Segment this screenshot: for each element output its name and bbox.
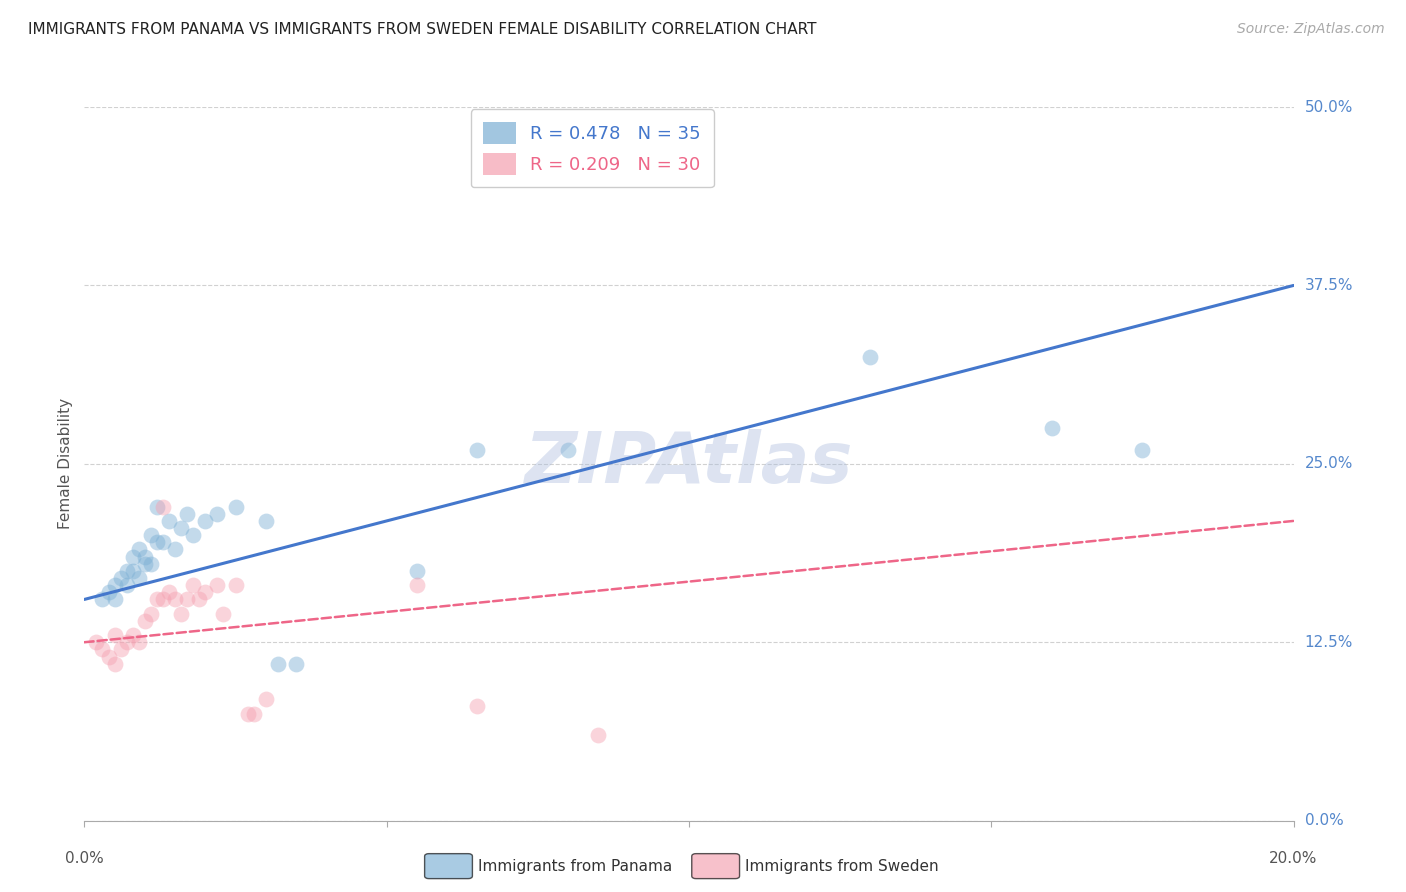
Point (91, 642, 114, 657)
Y-axis label: Female Disability: Female Disability (58, 398, 73, 530)
Point (254, 692, 277, 706)
Point (859, 350, 882, 364)
Text: ZIPAtlas: ZIPAtlas (524, 429, 853, 499)
Point (146, 535, 169, 549)
Point (104, 592, 127, 607)
Point (181, 528, 204, 542)
Point (104, 657, 127, 671)
Point (254, 514, 277, 528)
Point (128, 542, 150, 557)
Text: Source: ZipAtlas.com: Source: ZipAtlas.com (1237, 22, 1385, 37)
Point (86, 635, 108, 649)
Text: 0.0%: 0.0% (65, 851, 104, 866)
Text: Immigrants from Panama: Immigrants from Panama (478, 859, 672, 873)
Point (134, 614, 156, 628)
Text: 0.0%: 0.0% (1305, 814, 1343, 828)
Text: IMMIGRANTS FROM PANAMA VS IMMIGRANTS FROM SWEDEN FEMALE DISABILITY CORRELATION C: IMMIGRANTS FROM PANAMA VS IMMIGRANTS FRO… (28, 22, 817, 37)
Point (170, 607, 193, 621)
Point (146, 500, 169, 514)
Point (97, 585, 120, 599)
Point (152, 535, 174, 549)
Point (104, 628, 127, 642)
Point (115, 578, 138, 592)
Point (267, 657, 290, 671)
Point (128, 571, 150, 585)
Point (121, 628, 143, 642)
Text: Immigrants from Sweden: Immigrants from Sweden (745, 859, 939, 873)
Point (110, 571, 132, 585)
Point (225, 500, 247, 514)
Point (91, 592, 114, 607)
Point (181, 578, 204, 592)
Point (207, 507, 229, 521)
Point (284, 657, 308, 671)
Point (146, 592, 169, 607)
Point (134, 557, 156, 571)
Point (406, 578, 429, 592)
Point (242, 706, 264, 721)
Point (128, 635, 150, 649)
Point (225, 578, 247, 592)
Point (467, 699, 489, 714)
Point (176, 507, 198, 521)
Point (1040, 421, 1063, 435)
Point (236, 706, 259, 721)
Point (194, 514, 217, 528)
Point (152, 500, 174, 514)
Point (157, 514, 180, 528)
Point (139, 557, 162, 571)
Point (115, 564, 138, 578)
Point (207, 578, 229, 592)
Text: 25.0%: 25.0% (1305, 457, 1353, 471)
Point (188, 592, 211, 607)
Point (194, 585, 217, 599)
Point (104, 578, 127, 592)
Point (110, 642, 132, 657)
Point (121, 564, 143, 578)
Text: 50.0%: 50.0% (1305, 100, 1353, 114)
Point (170, 521, 193, 535)
Point (467, 442, 489, 457)
Point (139, 607, 162, 621)
Point (163, 542, 186, 557)
Point (588, 728, 610, 742)
Point (139, 528, 162, 542)
Text: 37.5%: 37.5% (1305, 278, 1353, 293)
Legend: R = 0.478   N = 35, R = 0.209   N = 30: R = 0.478 N = 35, R = 0.209 N = 30 (471, 109, 714, 187)
Point (163, 592, 186, 607)
Point (557, 442, 579, 457)
Point (406, 564, 429, 578)
Point (176, 592, 198, 607)
Point (157, 585, 180, 599)
Point (121, 549, 143, 564)
Point (212, 607, 235, 621)
Point (1130, 442, 1153, 457)
Point (115, 635, 138, 649)
Text: 12.5%: 12.5% (1305, 635, 1353, 649)
Point (152, 592, 174, 607)
Point (97, 649, 120, 664)
Text: 20.0%: 20.0% (1270, 851, 1317, 866)
Point (134, 549, 156, 564)
